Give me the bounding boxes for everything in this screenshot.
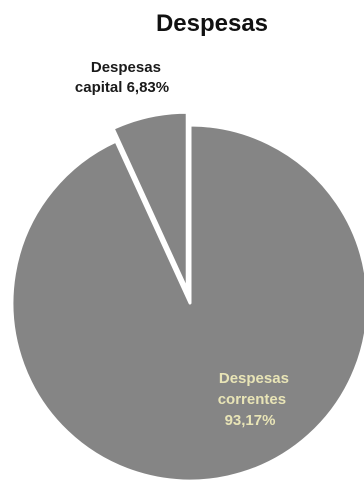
pie-slice-despesas-capital xyxy=(111,110,189,292)
slice-label-despesas-capital: Despesas capital 6,83% xyxy=(75,59,169,96)
slice-label-despesas-correntes: Despesas correntes 93,17% xyxy=(218,370,293,429)
pie-slice-despesas-correntes xyxy=(10,123,364,483)
chart-title: Despesas xyxy=(156,10,268,37)
pie-slices xyxy=(10,110,364,483)
